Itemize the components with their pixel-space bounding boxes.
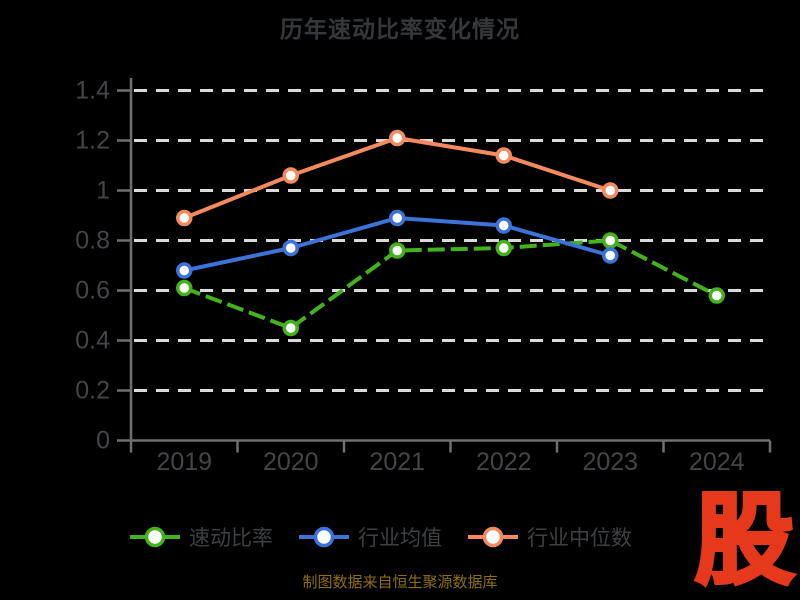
svg-text:1: 1 xyxy=(96,177,110,205)
legend-item-1[interactable]: 行业均值 xyxy=(297,522,442,552)
line-chart: 0 0.2 0.4 0.6 0.8 1 1.2 1.4 2019 2020 2021 2022 2023… xyxy=(0,0,800,600)
chart-page: 历年速动比率变化情况 00.20.40.60.811.21.4201920202… xyxy=(0,0,800,600)
legend-label: 速动比率 xyxy=(189,522,273,552)
svg-text:2023: 2023 xyxy=(582,448,638,476)
svg-text:1.2: 1.2 xyxy=(75,127,110,155)
svg-text:1.4: 1.4 xyxy=(75,77,110,105)
svg-text:0.8: 0.8 xyxy=(75,227,110,255)
svg-text:2021: 2021 xyxy=(369,448,425,476)
legend-marker-icon xyxy=(466,523,520,551)
source-note: 制图数据来自恒生聚源数据库 xyxy=(0,571,800,592)
legend-item-2[interactable]: 行业中位数 xyxy=(466,522,632,552)
svg-text:0.2: 0.2 xyxy=(75,377,110,405)
brand-logo: 股 xyxy=(695,490,794,589)
legend: 速动比率 行业均值 行业中位数 xyxy=(0,518,760,556)
svg-text:0.4: 0.4 xyxy=(75,327,110,355)
svg-text:2020: 2020 xyxy=(263,448,319,476)
legend-marker-icon xyxy=(128,523,182,551)
legend-item-0[interactable]: 速动比率 xyxy=(128,522,273,552)
svg-text:0: 0 xyxy=(96,427,110,455)
legend-marker-icon xyxy=(297,523,351,551)
legend-label: 行业中位数 xyxy=(527,522,632,552)
svg-text:2024: 2024 xyxy=(689,448,745,476)
svg-text:2022: 2022 xyxy=(476,448,532,476)
svg-text:2019: 2019 xyxy=(156,448,212,476)
legend-label: 行业均值 xyxy=(358,522,442,552)
svg-text:0.6: 0.6 xyxy=(75,277,110,305)
